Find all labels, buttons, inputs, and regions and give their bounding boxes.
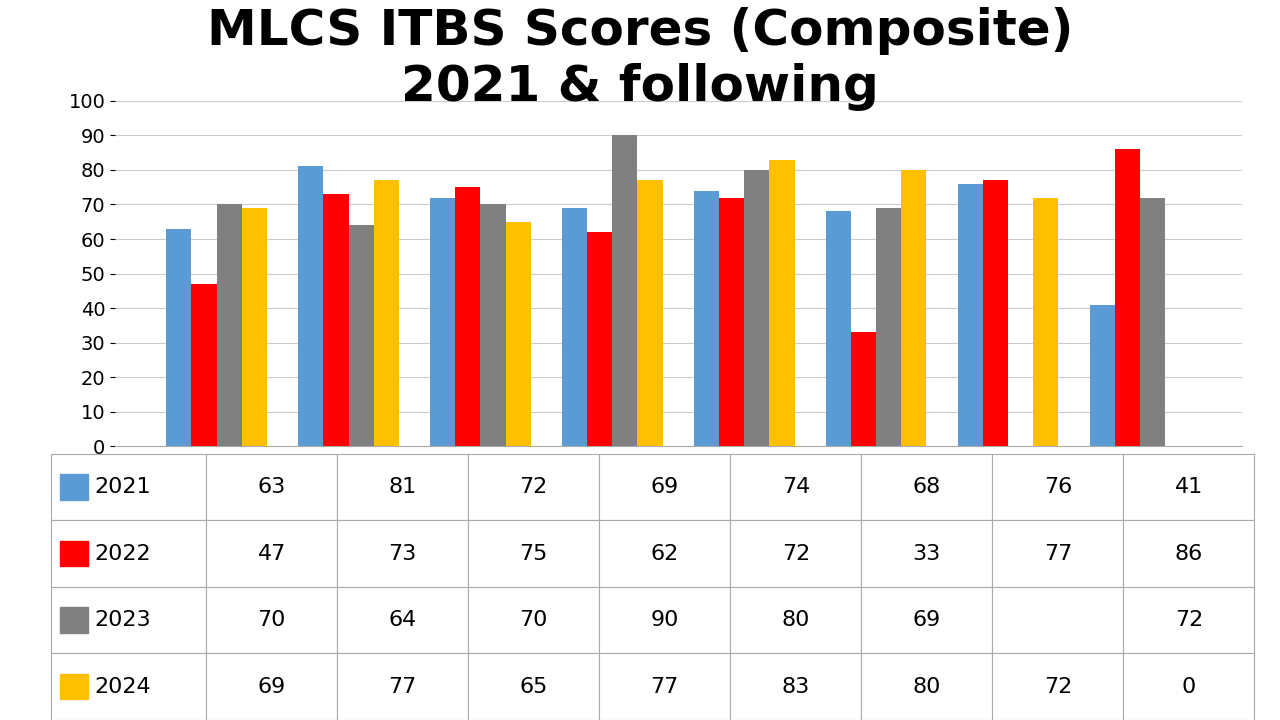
Bar — [612, 135, 637, 446]
Bar — [166, 229, 192, 446]
Bar — [901, 170, 927, 446]
Bar — [216, 204, 242, 446]
Bar — [298, 166, 324, 446]
Bar — [1115, 149, 1140, 446]
Bar — [719, 197, 745, 446]
Bar — [348, 225, 374, 446]
Bar — [480, 204, 506, 446]
Text: 2023: 2023 — [95, 610, 151, 630]
Bar — [192, 284, 216, 446]
Bar — [769, 160, 795, 446]
Bar — [851, 333, 877, 446]
Text: 2022: 2022 — [95, 544, 151, 564]
Bar — [430, 197, 456, 446]
Bar — [959, 184, 983, 446]
Text: 2024: 2024 — [95, 677, 151, 697]
Bar — [694, 191, 719, 446]
Bar — [745, 170, 769, 446]
Bar — [1140, 197, 1165, 446]
Bar — [324, 194, 348, 446]
Text: MLCS ITBS Scores (Composite)
2021 & following: MLCS ITBS Scores (Composite) 2021 & foll… — [207, 7, 1073, 111]
Bar — [374, 180, 398, 446]
Bar — [826, 212, 851, 446]
Bar — [1033, 197, 1059, 446]
Bar — [1091, 305, 1115, 446]
Bar — [877, 208, 901, 446]
Bar — [637, 180, 663, 446]
Bar — [506, 222, 531, 446]
Bar — [456, 187, 480, 446]
Text: 2021: 2021 — [95, 477, 151, 497]
Bar — [242, 208, 266, 446]
Bar — [588, 232, 612, 446]
Bar — [983, 180, 1009, 446]
Bar — [562, 208, 588, 446]
